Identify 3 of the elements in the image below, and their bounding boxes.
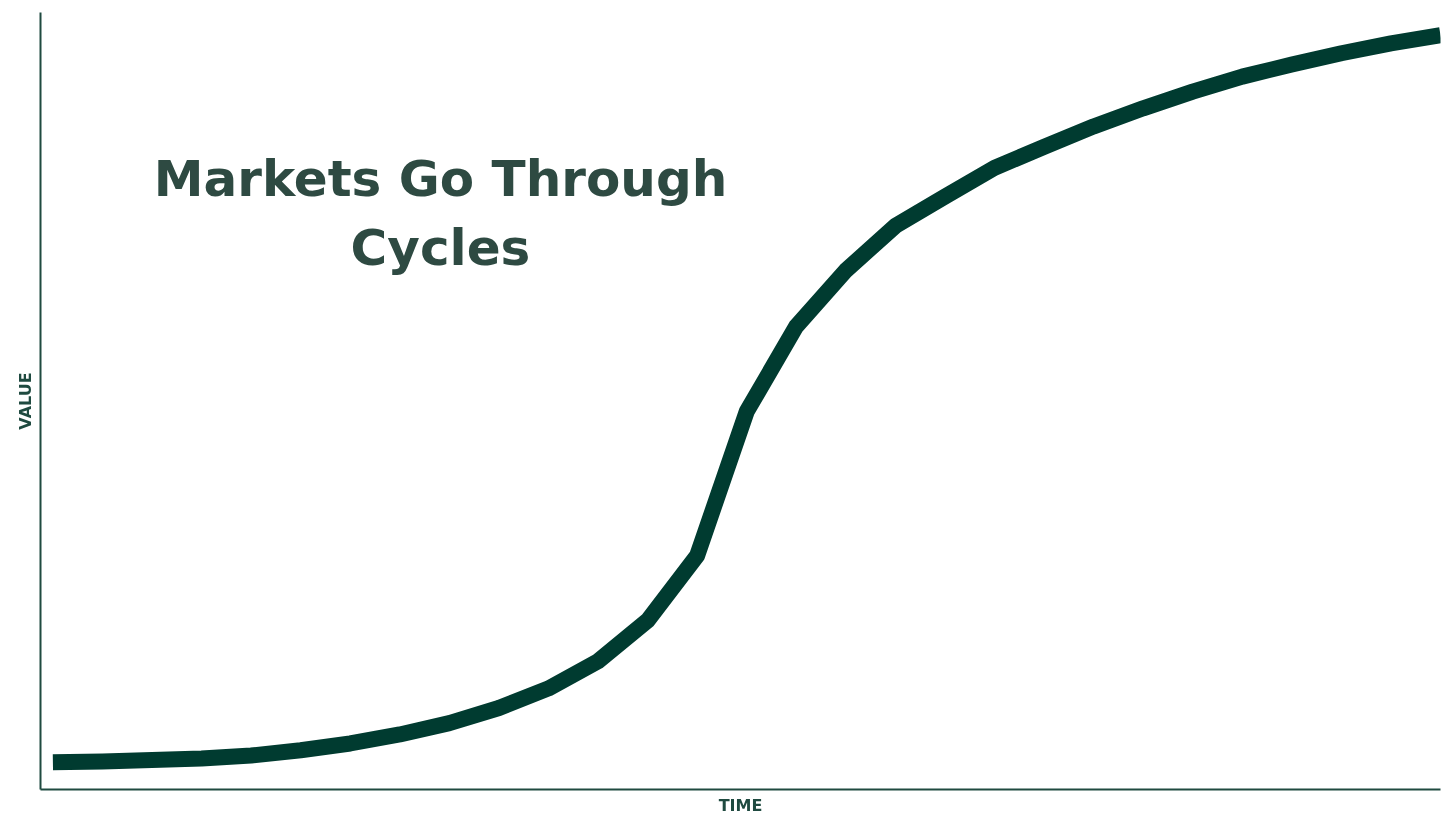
x-axis-title: TIME [718,795,763,815]
text: Markets Go Through Cycles [153,149,728,278]
y-axis-title: VALUE [15,372,35,430]
